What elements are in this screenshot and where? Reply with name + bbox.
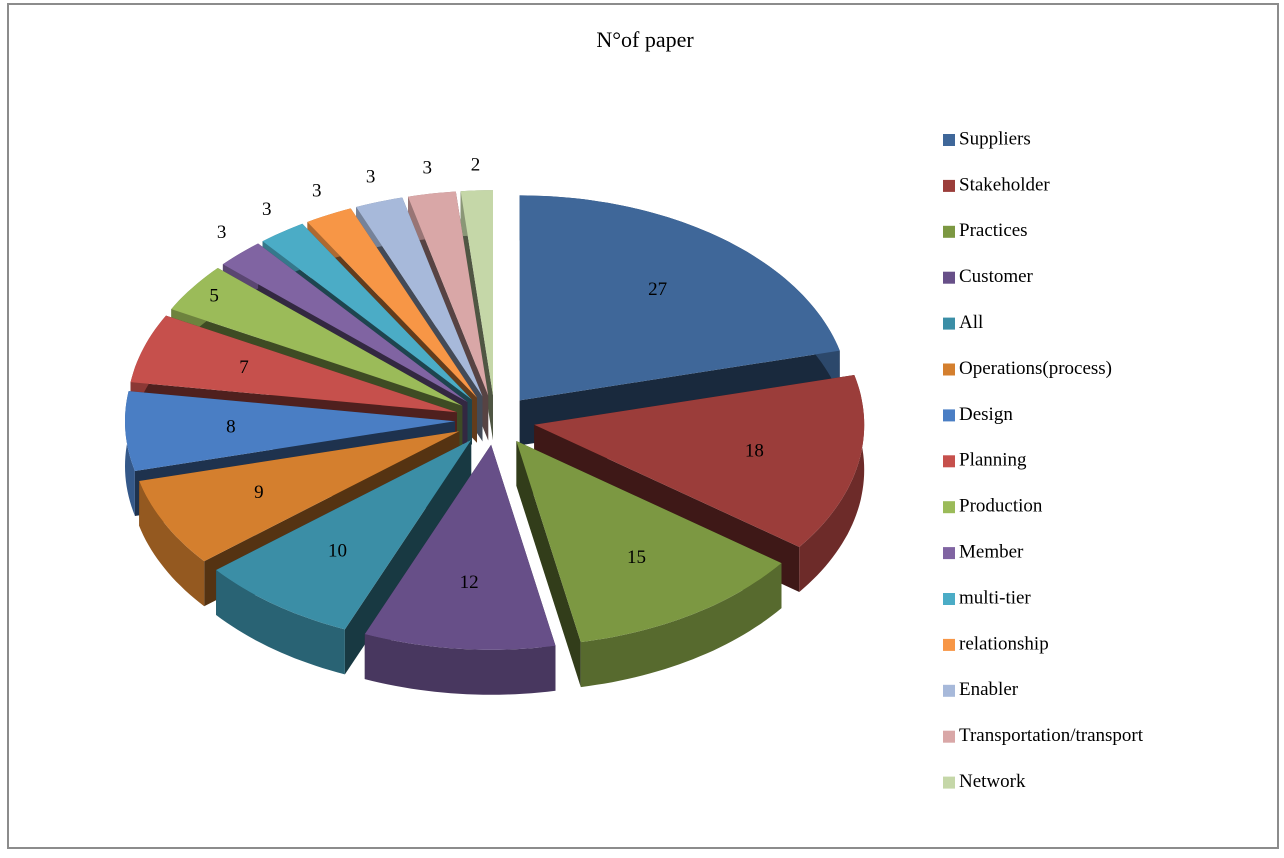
data-label: 7 bbox=[239, 357, 249, 378]
legend-label: Stakeholder bbox=[959, 174, 1050, 195]
slice-wall bbox=[216, 570, 345, 675]
slice bbox=[460, 190, 493, 396]
legend-label: Customer bbox=[959, 266, 1034, 287]
slice bbox=[356, 197, 483, 397]
legend-label: Planning bbox=[959, 450, 1027, 471]
slice bbox=[307, 208, 477, 398]
legend-swatch bbox=[943, 730, 955, 743]
data-label: 8 bbox=[226, 416, 236, 437]
data-label: 15 bbox=[627, 547, 646, 568]
slice bbox=[171, 268, 463, 406]
legend-label: Suppliers bbox=[959, 128, 1031, 149]
slice bbox=[139, 431, 460, 562]
data-label: 3 bbox=[217, 222, 227, 243]
slice-wall bbox=[364, 634, 556, 695]
data-label: 3 bbox=[262, 199, 272, 220]
legend-swatch bbox=[943, 409, 955, 422]
legend-swatch bbox=[943, 593, 955, 605]
slice bbox=[130, 315, 457, 413]
slice-side bbox=[344, 440, 472, 675]
chart-title: N°of paper bbox=[596, 27, 694, 52]
data-label: 2 bbox=[471, 154, 481, 175]
legend-label: Network bbox=[959, 771, 1026, 792]
legend-label: Transportation/transport bbox=[959, 725, 1144, 746]
legend-label: Enabler bbox=[959, 679, 1019, 700]
slice bbox=[125, 391, 455, 471]
pie: 27 18 15 12 10 9 8 7 5 3 3 3 3 3 2 bbox=[125, 154, 865, 695]
slice bbox=[408, 191, 489, 396]
slice bbox=[222, 243, 468, 402]
data-label: 27 bbox=[648, 279, 667, 300]
legend-swatch bbox=[943, 317, 955, 330]
data-label: 3 bbox=[422, 158, 432, 179]
legend-swatch bbox=[943, 225, 955, 238]
legend-swatch bbox=[943, 501, 955, 514]
legend-swatch bbox=[943, 134, 955, 146]
legend-swatch bbox=[943, 363, 955, 376]
legend-swatch bbox=[943, 684, 955, 697]
legend-label: All bbox=[959, 312, 983, 333]
legend-swatch bbox=[943, 271, 955, 284]
data-label: 12 bbox=[460, 572, 479, 593]
data-label: 10 bbox=[328, 540, 347, 561]
slice bbox=[262, 223, 472, 400]
legend-label: Operations(process) bbox=[959, 358, 1112, 379]
slice bbox=[516, 441, 782, 643]
legend-swatch bbox=[943, 638, 955, 651]
slice-wall bbox=[139, 481, 205, 607]
legend-label: multi-tier bbox=[959, 587, 1031, 608]
legend-swatch bbox=[943, 547, 955, 560]
legend-swatch bbox=[943, 179, 955, 192]
legend: Suppliers Stakeholder Practices Customer All… bbox=[943, 128, 1144, 792]
data-label: 9 bbox=[254, 482, 264, 503]
slice-side bbox=[516, 441, 581, 688]
legend-label: Member bbox=[959, 541, 1024, 562]
slice-wall bbox=[580, 563, 782, 688]
data-label: 18 bbox=[745, 440, 764, 461]
data-label: 5 bbox=[209, 285, 219, 306]
legend-label: Production bbox=[959, 496, 1043, 517]
legend-label: Practices bbox=[959, 220, 1028, 241]
slice-wall bbox=[799, 375, 865, 592]
legend-swatch bbox=[943, 455, 955, 468]
slice bbox=[364, 444, 556, 650]
legend-swatch bbox=[943, 776, 955, 789]
slice bbox=[519, 195, 840, 401]
data-label: 3 bbox=[366, 167, 376, 188]
slice bbox=[534, 375, 865, 547]
legend-label: relationship bbox=[959, 633, 1049, 654]
data-label: 3 bbox=[312, 180, 322, 201]
legend-label: Design bbox=[959, 404, 1013, 425]
slice bbox=[216, 440, 472, 630]
